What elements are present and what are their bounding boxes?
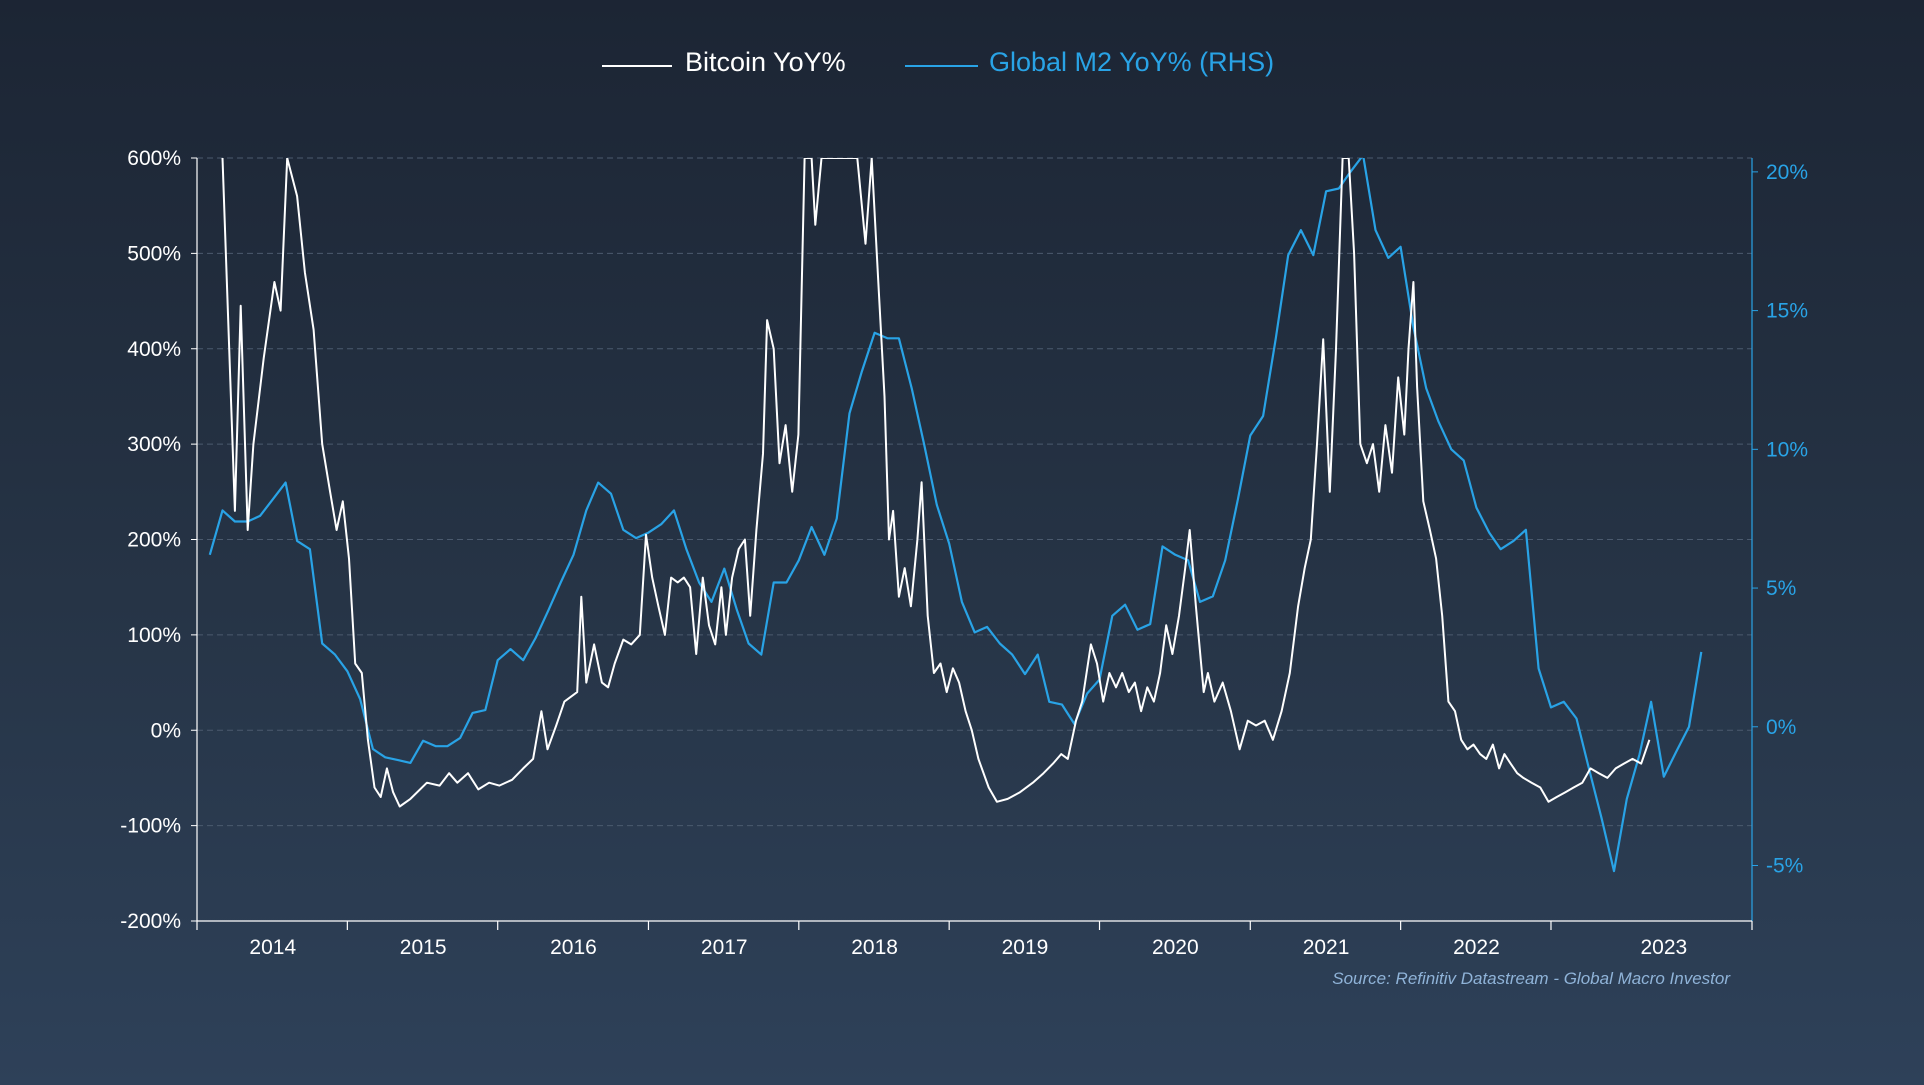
right-tick-label: 15% [1766, 300, 1808, 323]
x-tick-label: 2016 [550, 936, 597, 959]
legend-label-bitcoin: Bitcoin YoY% [685, 47, 846, 77]
left-axis-ticks: 600% 500% 400% 300% 200% 100% 0% -100% -200% [120, 147, 197, 933]
global-m2-yoy-line [208, 158, 1703, 873]
right-tick-label: -5% [1766, 855, 1803, 878]
left-tick-label: 100% [127, 624, 181, 647]
x-tick-label: 2022 [1453, 936, 1500, 959]
right-tick-label: 0% [1766, 716, 1796, 739]
x-tick-label: 2017 [701, 936, 748, 959]
bitcoin-yoy-line [221, 158, 1651, 808]
x-tick-label: 2021 [1303, 936, 1350, 959]
left-tick-label: -100% [120, 815, 181, 838]
legend-label-m2: Global M2 YoY% (RHS) [989, 47, 1274, 77]
x-tick-label: 2018 [851, 936, 898, 959]
x-tick-label: 2015 [400, 936, 447, 959]
right-axis-ticks: 20% 15% 10% 5% 0% -5% [1752, 161, 1808, 878]
x-tick-label: 2020 [1152, 936, 1199, 959]
left-tick-label: 300% [127, 433, 181, 456]
legend: Bitcoin YoY% Global M2 YoY% (RHS) [602, 47, 1274, 77]
source-note: Source: Refinitiv Datastream - Global Ma… [1332, 969, 1731, 988]
grid-lines [197, 157, 1752, 827]
x-tick-label: 2014 [249, 936, 296, 959]
left-tick-label: 0% [151, 719, 181, 742]
left-tick-label: 600% [127, 147, 181, 170]
left-tick-label: 500% [127, 242, 181, 265]
left-tick-label: 400% [127, 338, 181, 361]
right-tick-label: 5% [1766, 577, 1796, 600]
left-tick-label: -200% [120, 910, 181, 933]
left-tick-label: 200% [127, 529, 181, 552]
x-tick-label: 2019 [1002, 936, 1049, 959]
x-axis-ticks: 2014 2015 2016 2017 2018 2019 2020 2021 2022 2023 [196, 921, 1753, 959]
x-tick-label: 2023 [1640, 936, 1687, 959]
series-layer [208, 158, 1703, 873]
right-tick-label: 20% [1766, 161, 1808, 184]
right-tick-label: 10% [1766, 438, 1808, 461]
